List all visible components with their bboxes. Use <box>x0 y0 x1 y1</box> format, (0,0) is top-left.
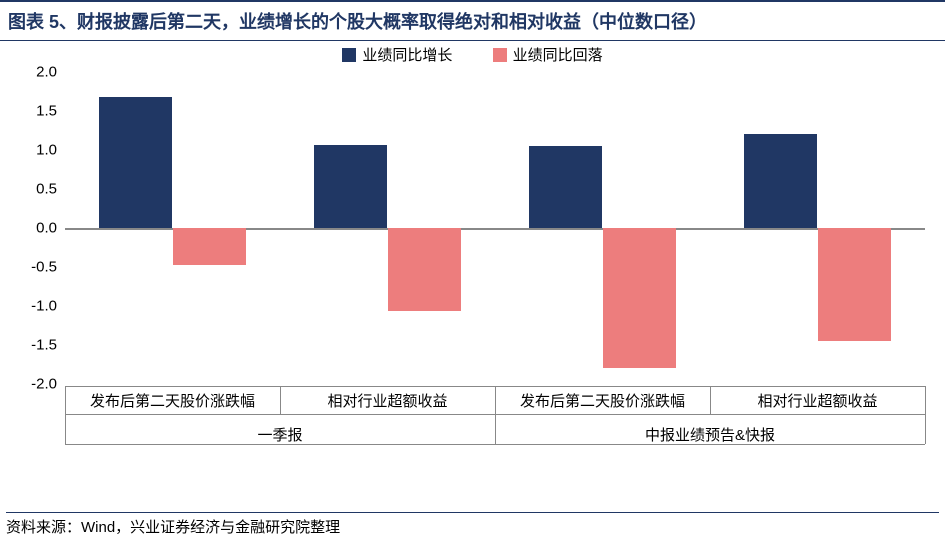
legend-label-decline: 业绩同比回落 <box>513 44 603 65</box>
bar <box>173 228 246 265</box>
legend-item-decline: 业绩同比回落 <box>493 44 603 65</box>
x-subgroup-label: 相对行业超额收益 <box>327 390 447 411</box>
x-h-separator <box>65 386 925 387</box>
plot-area: 2.01.51.00.50.0-0.5-1.0-1.5-2.0发布后第二天股价涨… <box>65 72 925 452</box>
y-tick-label: -1.5 <box>31 337 65 354</box>
y-tick-label: -2.0 <box>31 376 65 393</box>
x-separator <box>925 386 926 444</box>
x-separator <box>280 386 281 414</box>
y-tick-label: 1.0 <box>36 142 65 159</box>
x-group-label: 一季报 <box>257 424 302 445</box>
x-subgroup-label: 相对行业超额收益 <box>757 390 877 411</box>
legend-swatch-decline <box>493 48 507 62</box>
chart-title: 图表 5、财报披露后第二天，业绩增长的个股大概率取得绝对和相对收益（中位数口径） <box>0 0 945 41</box>
bar <box>99 97 172 228</box>
bar <box>314 145 387 228</box>
bar <box>818 228 891 341</box>
x-subgroup-label: 发布后第二天股价涨跌幅 <box>90 390 255 411</box>
legend: 业绩同比增长 业绩同比回落 <box>0 44 945 66</box>
y-tick-label: 0.5 <box>36 181 65 198</box>
legend-item-growth: 业绩同比增长 <box>342 44 452 65</box>
legend-swatch-growth <box>342 48 356 62</box>
x-separator <box>710 386 711 414</box>
x-subgroup-label: 发布后第二天股价涨跌幅 <box>520 390 685 411</box>
bar <box>529 146 602 228</box>
bar <box>603 228 676 368</box>
y-tick-label: 2.0 <box>36 64 65 81</box>
x-separator <box>495 386 496 444</box>
legend-label-growth: 业绩同比增长 <box>362 44 452 65</box>
bar <box>744 134 817 228</box>
x-group-label: 中报业绩预告&快报 <box>645 424 775 445</box>
source-text: 资料来源：Wind，兴业证券经济与金融研究院整理 <box>6 512 939 537</box>
y-tick-label: -0.5 <box>31 259 65 276</box>
x-h-separator <box>65 414 925 415</box>
chart-container: 图表 5、财报披露后第二天，业绩增长的个股大概率取得绝对和相对收益（中位数口径）… <box>0 0 945 541</box>
y-tick-label: 1.5 <box>36 103 65 120</box>
x-separator <box>65 386 66 444</box>
x-h-separator <box>65 444 925 445</box>
y-tick-label: -1.0 <box>31 298 65 315</box>
bar <box>388 228 461 311</box>
y-tick-label: 0.0 <box>36 220 65 237</box>
